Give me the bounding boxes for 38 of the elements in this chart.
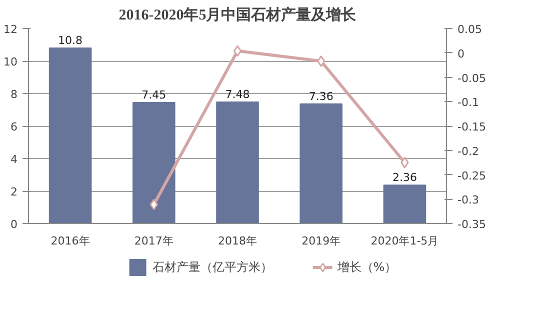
y2-tick-label: -0.2: [458, 144, 479, 158]
bar: [132, 102, 176, 224]
y-tick-label: 4: [10, 153, 18, 166]
x-tick-label: 2019年: [302, 234, 341, 248]
point: [150, 198, 158, 210]
bar: [216, 101, 259, 224]
data-label: 2.36: [392, 171, 417, 184]
y2-tick-label: -0.35: [458, 218, 486, 231]
y2-tick-label: -0.25: [458, 169, 486, 182]
y2-tick-label: -0.15: [458, 120, 486, 134]
bar: [48, 48, 92, 224]
y-tick-label: 6: [10, 120, 18, 134]
data-label: 7.45: [142, 88, 166, 102]
y-tick-label: 0: [10, 218, 18, 231]
x-tick-label: 2017年: [134, 234, 174, 248]
y2-tick-label: -0.05: [458, 72, 486, 85]
x-tick-label: 2020年1-5月: [370, 234, 439, 248]
bar: [383, 184, 426, 224]
bar: [300, 103, 342, 224]
legend-label: 石材产量（亿平方米）: [152, 258, 272, 276]
y2-tick-label: 0: [458, 47, 464, 60]
y2-tick-label: -0.3: [458, 194, 479, 207]
x-tick-label: 2016年: [50, 234, 90, 248]
point: [233, 45, 242, 57]
y-tick-label: 10: [4, 56, 18, 68]
y-tick-label: 12: [4, 23, 18, 36]
point: [400, 156, 409, 168]
y2-tick-label: -0.1: [458, 96, 479, 110]
legend-label: 增长（%）: [337, 258, 397, 276]
y2-tick-label: 0.05: [458, 23, 482, 36]
y-tick-label: 8: [10, 88, 18, 101]
y-tick-label: 2: [10, 186, 18, 198]
point: [317, 55, 326, 67]
data-label: 7.48: [225, 88, 250, 101]
x-tick-label: 2018年: [218, 234, 258, 248]
data-label: 7.36: [308, 90, 334, 103]
data-label: 10.8: [58, 34, 83, 47]
chart-title: 2016-2020年5月中国石材产量及增长: [118, 6, 358, 24]
